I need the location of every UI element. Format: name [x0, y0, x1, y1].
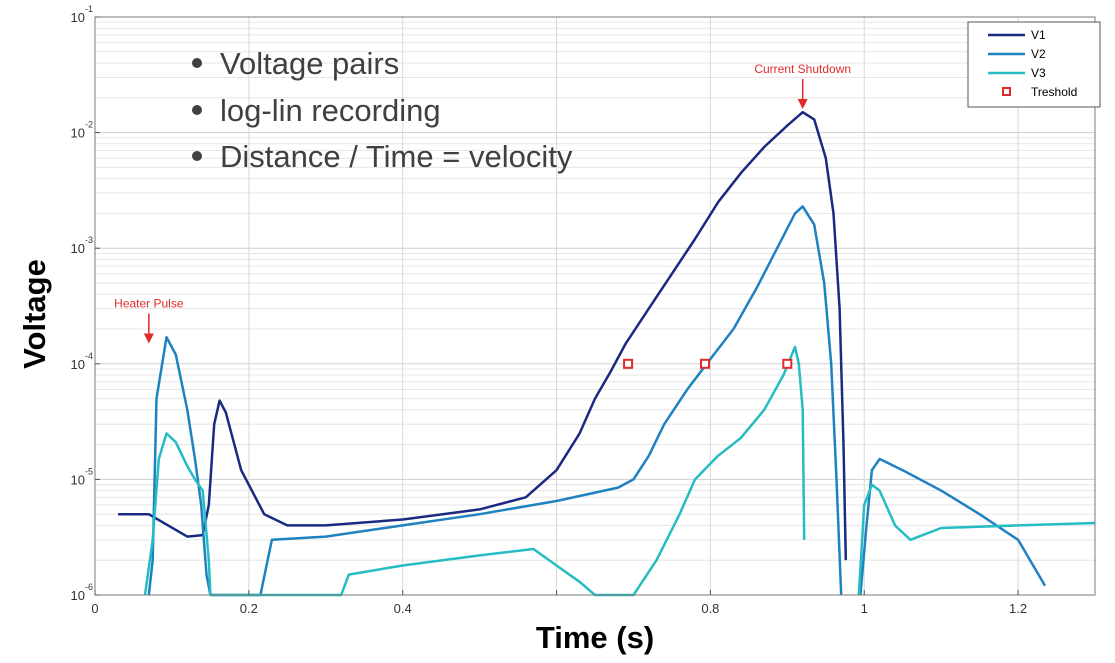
annotation-arrowhead	[144, 333, 154, 343]
x-tick-label: 0.2	[240, 601, 258, 616]
legend-label-v3: V3	[1031, 66, 1046, 80]
y-tick-label: 10	[71, 126, 85, 141]
bullet-item: Distance / Time = velocity	[220, 139, 573, 174]
y-axis-title: Voltage	[17, 259, 52, 369]
y-tick-label: 10	[71, 472, 85, 487]
threshold-marker	[624, 360, 632, 368]
x-tick-label: 0.8	[701, 601, 719, 616]
bullet-item: Voltage pairs	[220, 46, 399, 81]
x-tick-label: 0.4	[394, 601, 412, 616]
y-tick-exponent: -3	[85, 235, 93, 245]
legend: V1 V2 V3 Treshold	[968, 22, 1100, 107]
bullet-dot	[192, 151, 202, 161]
bullet-dot	[192, 105, 202, 115]
series-lines	[118, 112, 1095, 595]
x-tick-label: 0	[91, 601, 98, 616]
series-line-v2	[149, 206, 841, 595]
annotation-label: Current Shutdown	[754, 62, 851, 76]
y-tick-exponent: -4	[85, 351, 93, 361]
legend-swatch-threshold	[1003, 88, 1010, 95]
y-tick-exponent: -2	[85, 120, 93, 130]
y-tick-label: 10	[71, 10, 85, 25]
y-tick-exponent: -1	[85, 4, 93, 14]
y-tick-label: 10	[71, 588, 85, 603]
bullet-dot	[192, 58, 202, 68]
annotation-arrowhead	[798, 99, 808, 109]
x-tick-label: 1	[861, 601, 868, 616]
annotation-label: Heater Pulse	[114, 296, 184, 310]
y-tick-label: 10	[71, 241, 85, 256]
legend-label-threshold: Treshold	[1031, 85, 1077, 99]
y-tick-label: 10	[71, 357, 85, 372]
bullet-list: Voltage pairs log-lin recording Distance…	[192, 46, 573, 174]
legend-label-v1: V1	[1031, 28, 1046, 42]
threshold-marker	[701, 360, 709, 368]
series-line-v1	[118, 112, 846, 560]
x-axis-title: Time (s)	[536, 620, 654, 655]
y-axis-ticks: 10-610-510-410-310-210-1	[71, 4, 100, 603]
x-tick-label: 1.2	[1009, 601, 1027, 616]
y-tick-exponent: -5	[85, 466, 93, 476]
series-line-v3	[145, 347, 804, 595]
bullet-item: log-lin recording	[220, 93, 441, 128]
threshold-marker	[783, 360, 791, 368]
legend-label-v2: V2	[1031, 47, 1046, 61]
y-tick-exponent: -6	[85, 582, 93, 592]
